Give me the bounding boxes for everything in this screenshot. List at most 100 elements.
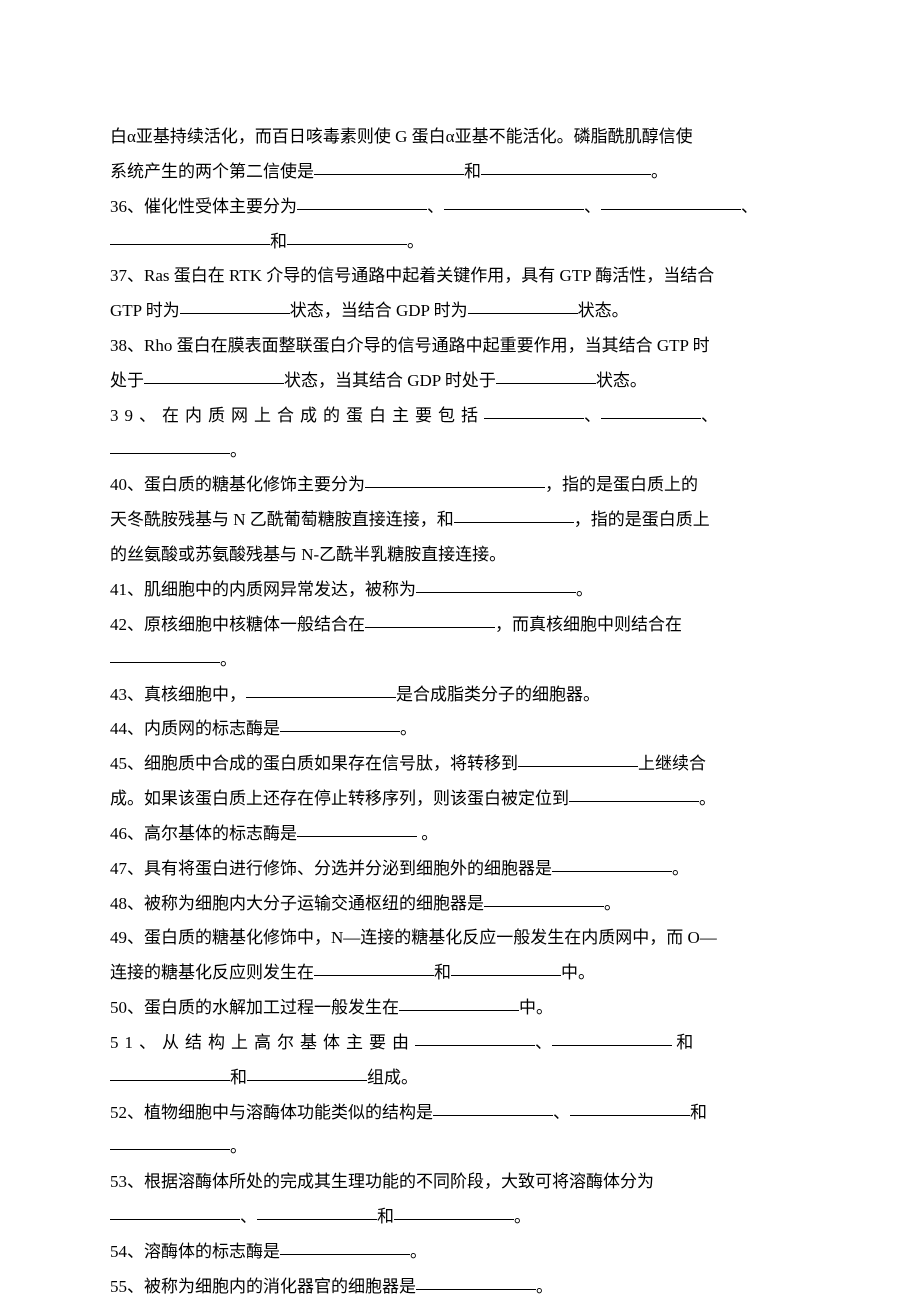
q40-line1: 40、蛋白质的糖基化修饰主要分为，指的是蛋白质上的 [110, 468, 810, 503]
text: 、 [535, 1033, 552, 1052]
text: 状态，当其结合 GDP 时处于 [284, 371, 496, 390]
q39-line2: 。 [110, 434, 810, 469]
text: 、 [427, 197, 444, 216]
text: 。 [220, 650, 237, 669]
text: 51、从结构上高尔基体主要由 [110, 1033, 415, 1052]
q51-line2: 和 组成。 [110, 1061, 810, 1096]
text: 、 [741, 197, 758, 216]
blank-input[interactable] [297, 192, 427, 210]
blank-input[interactable] [110, 645, 220, 663]
blank-input[interactable] [415, 1028, 535, 1046]
blank-input[interactable] [365, 610, 495, 628]
q39-line1: 39、在内质网上合成的蛋白主要包括 、 、 [110, 399, 810, 434]
blank-input[interactable] [297, 819, 417, 837]
intro-line2: 系统产生的两个第二信使是和。 [110, 155, 810, 190]
q40-line2: 天冬酰胺残基与 N 乙酰葡萄糖胺直接连接，和，指的是蛋白质上 [110, 503, 810, 538]
q36-line2: 和。 [110, 225, 810, 260]
text: 组成。 [367, 1068, 418, 1087]
blank-input[interactable] [569, 784, 699, 802]
text: 的丝氨酸或苏氨酸残基与 N-乙酰半乳糖胺直接连接。 [110, 545, 506, 564]
blank-input[interactable] [416, 1272, 536, 1290]
blank-input[interactable] [314, 157, 464, 175]
q43-line: 43、真核细胞中，是合成脂类分子的细胞器。 [110, 678, 810, 713]
q51-line1: 51、从结构上高尔基体主要由 、 和 [110, 1026, 810, 1061]
text: 、 [553, 1103, 570, 1122]
text: 39、在内质网上合成的蛋白主要包括 [110, 406, 484, 425]
text: 52、植物细胞中与溶酶体功能类似的结构是 [110, 1103, 433, 1122]
text: 和 [230, 1068, 247, 1087]
text: 、 [701, 406, 718, 425]
blank-input[interactable] [552, 1028, 672, 1046]
text: GTP 时为 [110, 301, 180, 320]
blank-input[interactable] [451, 958, 561, 976]
blank-input[interactable] [601, 401, 701, 419]
blank-input[interactable] [496, 366, 596, 384]
blank-input[interactable] [110, 436, 230, 454]
blank-input[interactable] [180, 296, 290, 314]
text: 。 [576, 580, 593, 599]
blank-input[interactable] [394, 1202, 514, 1220]
blank-input[interactable] [257, 1202, 377, 1220]
text: 40、蛋白质的糖基化修饰主要分为 [110, 475, 365, 494]
blank-input[interactable] [484, 401, 584, 419]
blank-input[interactable] [484, 889, 604, 907]
text: 中。 [561, 963, 595, 982]
blank-input[interactable] [110, 1063, 230, 1081]
blank-input[interactable] [247, 1063, 367, 1081]
q48-line: 48、被称为细胞内大分子运输交通枢纽的细胞器是。 [110, 887, 810, 922]
text: 55、被称为细胞内的消化器官的细胞器是 [110, 1277, 416, 1296]
text: 、 [584, 406, 601, 425]
text: 状态，当结合 GDP 时为 [290, 301, 468, 320]
text: 是合成脂类分子的细胞器。 [396, 685, 600, 704]
blank-input[interactable] [287, 227, 407, 245]
blank-input[interactable] [444, 192, 584, 210]
blank-input[interactable] [399, 993, 519, 1011]
text: 。 [407, 232, 424, 251]
blank-input[interactable] [110, 1132, 230, 1150]
text: 49、蛋白质的糖基化修饰中，N—连接的糖基化反应一般发生在内质网中，而 O— [110, 928, 717, 947]
blank-input[interactable] [110, 227, 270, 245]
q52-line2: 。 [110, 1130, 810, 1165]
blank-input[interactable] [570, 1098, 690, 1116]
blank-input[interactable] [144, 366, 284, 384]
text: 。 [699, 789, 716, 808]
blank-input[interactable] [110, 1202, 240, 1220]
q45-line2: 成。如果该蛋白质上还存在停止转移序列，则该蛋白被定位到。 [110, 782, 810, 817]
blank-input[interactable] [280, 714, 400, 732]
blank-input[interactable] [454, 505, 574, 523]
blank-input[interactable] [601, 192, 741, 210]
blank-input[interactable] [246, 680, 396, 698]
q49-line1: 49、蛋白质的糖基化修饰中，N—连接的糖基化反应一般发生在内质网中，而 O— [110, 921, 810, 956]
blank-input[interactable] [433, 1098, 553, 1116]
blank-input[interactable] [481, 157, 651, 175]
blank-input[interactable] [416, 575, 576, 593]
text: 和 [377, 1207, 394, 1226]
text: 状态。 [578, 301, 629, 320]
blank-input[interactable] [518, 749, 638, 767]
text: 和 [690, 1103, 707, 1122]
q36-line1: 36、催化性受体主要分为、、、 [110, 190, 810, 225]
document-page: 白α亚基持续活化，而百日咳毒素则使 G 蛋白α亚基不能活化。磷脂酰肌醇信使 系统… [0, 0, 920, 1302]
text: 。 [410, 1242, 427, 1261]
text: ，指的是蛋白质上 [574, 510, 710, 529]
blank-input[interactable] [314, 958, 434, 976]
q55-line: 55、被称为细胞内的消化器官的细胞器是。 [110, 1270, 810, 1305]
text: 36、催化性受体主要分为 [110, 197, 297, 216]
text: 和 [270, 232, 287, 251]
blank-input[interactable] [468, 296, 578, 314]
q37-line1: 37、Ras 蛋白在 RTK 介导的信号通路中起着关键作用，具有 GTP 酶活性… [110, 259, 810, 294]
text: 和 [676, 1033, 693, 1052]
text: 。 [651, 162, 668, 181]
q38-line1: 38、Rho 蛋白在膜表面整联蛋白介导的信号通路中起重要作用，当其结合 GTP … [110, 329, 810, 364]
text: 、 [240, 1207, 257, 1226]
text: 状态。 [596, 371, 647, 390]
q54-line: 54、溶酶体的标志酶是。 [110, 1235, 810, 1270]
blank-input[interactable] [552, 854, 672, 872]
q41-line: 41、肌细胞中的内质网异常发达，被称为。 [110, 573, 810, 608]
text: 37、Ras 蛋白在 RTK 介导的信号通路中起着关键作用，具有 GTP 酶活性… [110, 266, 714, 285]
text: 53、根据溶酶体所处的完成其生理功能的不同阶段，大致可将溶酶体分为 [110, 1172, 654, 1191]
text: 。 [400, 719, 417, 738]
blank-input[interactable] [365, 470, 545, 488]
q50-line: 50、蛋白质的水解加工过程一般发生在中。 [110, 991, 810, 1026]
blank-input[interactable] [280, 1237, 410, 1255]
